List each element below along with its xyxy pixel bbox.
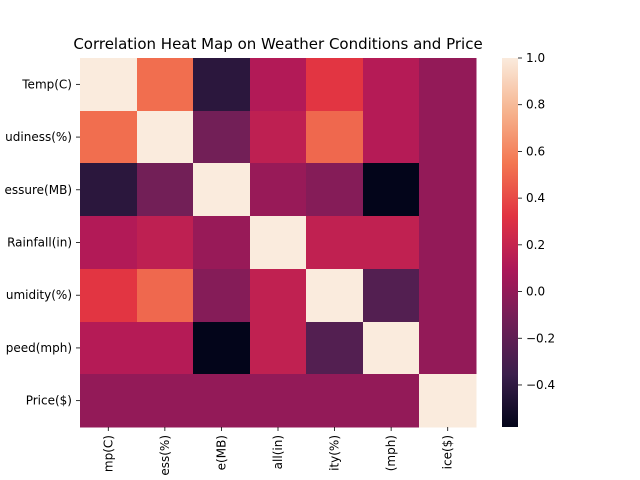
heatmap-cell [137,269,194,323]
colorbar-tick-label: 0.2 [526,238,545,252]
x-tick-label: e(MB) [214,435,228,470]
colorbar-tick-label: −0.4 [526,378,555,392]
heatmap-cell [250,111,307,164]
x-tick-label: ice($) [441,435,455,469]
heatmap-cell [306,111,364,164]
y-tick-label: umidity(%) [6,288,72,302]
heatmap-cell [193,269,251,323]
heatmap-cell [193,216,251,270]
heatmap-cell [80,269,138,323]
colorbar-tick-label: 0.4 [526,191,545,205]
heatmap-cell [250,163,307,217]
heatmap-cell [137,322,194,375]
heatmap-cell [306,216,364,270]
colorbar-ticks: −0.4 −0.2 0.0 0.2 0.4 0.6 0.8 1.0 [518,51,555,392]
heatmap-cell [363,269,420,323]
heatmap-cell [419,58,477,112]
x-axis-ticks: mp(C) ess(%) e(MB) all(in) ity(%) (mph) ice($) [101,427,455,476]
heatmap-cell [419,374,477,428]
heatmap-cell [363,111,420,164]
colorbar-tick-label: −0.2 [526,331,555,345]
heatmap-cell [193,163,251,217]
heatmap-cell [250,374,307,428]
heatmap-cell [80,322,138,375]
heatmap-cell [363,58,420,112]
y-tick-label: Temp(C) [21,77,72,91]
heatmap-cell [80,216,138,270]
heatmap-cell [137,111,194,164]
y-tick-label: udiness(%) [5,130,72,144]
colorbar-tick-label: 0.0 [526,285,545,299]
heatmap-cell [137,374,194,428]
colorbar-tick-label: 1.0 [526,51,545,65]
y-tick-label: Price($) [26,394,72,408]
colorbar-tick-label: 0.6 [526,144,545,158]
heatmap-cell [80,111,138,164]
x-tick-label: (mph) [384,435,398,471]
heatmap-cell [250,322,307,375]
heatmap-cell [306,322,364,375]
heatmap-cell [363,322,420,375]
x-tick-label: mp(C) [101,435,115,472]
x-tick-label: ess(%) [158,435,172,476]
heatmap-cell [363,374,420,428]
heatmap-cell [193,374,251,428]
heatmap-cell [306,163,364,217]
heatmap-cell [193,58,251,112]
y-tick-label: peed(mph) [6,341,72,355]
heatmap-cell [250,269,307,323]
heatmap-cell [419,163,477,217]
heatmap-cell [250,58,307,112]
colorbar [502,58,518,427]
heatmap-cell [363,163,420,217]
heatmap-cell [419,111,477,164]
heatmap-cell [419,322,477,375]
heatmap-cell [137,163,194,217]
y-tick-label: Rainfall(in) [7,236,72,250]
heatmap-cell [419,216,477,270]
heatmap-cell [306,269,364,323]
x-tick-label: ity(%) [328,435,342,471]
heatmap-cell [193,322,251,375]
heatmap-cell [137,58,194,112]
heatmap-cell [306,374,364,428]
chart-title: Correlation Heat Map on Weather Conditio… [73,35,482,53]
heatmap-cell [80,58,138,112]
x-tick-label: all(in) [271,435,285,469]
heatmap-cell [80,374,138,428]
heatmap-cell [80,163,138,217]
heatmap-cell [306,58,364,112]
y-tick-label: essure(MB) [5,183,73,197]
heatmap-cells [80,58,477,428]
heatmap-cell [250,216,307,270]
y-axis-ticks: Temp(C) udiness(%) essure(MB) Rainfall(in) u… [5,77,80,408]
colorbar-tick-label: 0.8 [526,98,545,112]
heatmap-cell [137,216,194,270]
heatmap-cell [193,111,251,164]
heatmap-cell [419,269,477,323]
heatmap-cell [363,216,420,270]
